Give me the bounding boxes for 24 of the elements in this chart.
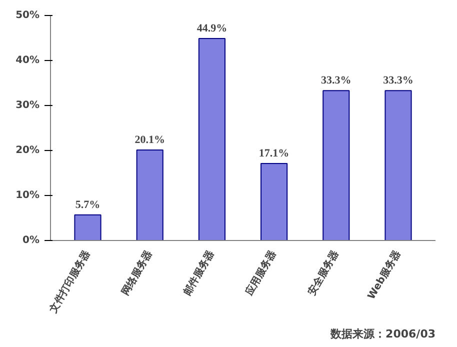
bar xyxy=(322,90,350,240)
bar xyxy=(260,163,288,240)
data-label: 17.1% xyxy=(258,148,290,160)
x-tick-label: 安全服务器 xyxy=(306,248,341,298)
source-note: 数据来源：2006/03 xyxy=(330,328,436,340)
data-label: 20.1% xyxy=(134,134,165,146)
data-label: 33.3% xyxy=(321,74,352,87)
y-tick-label: 20% xyxy=(16,145,40,156)
bar xyxy=(198,38,226,240)
y-tick-label: 30% xyxy=(16,100,40,111)
y-tick-label: 40% xyxy=(16,55,40,66)
bar xyxy=(384,90,412,240)
y-tick-label: 50% xyxy=(16,10,40,21)
data-label: 5.7% xyxy=(75,198,100,211)
x-tick-label: 邮件服务器 xyxy=(181,248,217,298)
data-label: 33.3% xyxy=(383,74,414,87)
x-tick-label: 文件打印服务器 xyxy=(46,248,93,316)
bar xyxy=(136,150,164,240)
bar xyxy=(74,214,102,240)
y-tick-label: 10% xyxy=(16,190,40,201)
data-label: 44.9% xyxy=(196,22,228,34)
x-tick-label: 网络服务器 xyxy=(119,248,155,298)
x-tick-label: 应用服务器 xyxy=(242,248,279,298)
y-tick-label: 0% xyxy=(22,235,40,246)
